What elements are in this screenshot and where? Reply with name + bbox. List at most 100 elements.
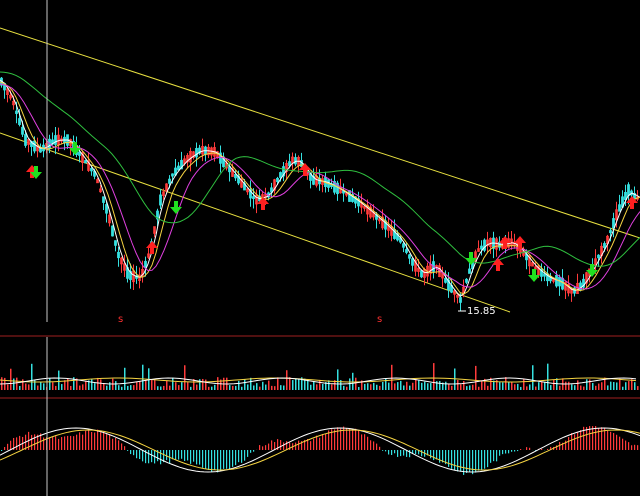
volume-bar (211, 386, 213, 390)
volume-bar (352, 372, 354, 390)
volume-panel[interactable] (0, 363, 639, 390)
indicator-panel[interactable] (0, 426, 640, 475)
macd-bar (223, 450, 225, 469)
macd-bar (55, 436, 57, 450)
candle-body (192, 151, 195, 158)
volume-bar (508, 381, 510, 390)
volume-bar (127, 385, 129, 390)
candle-body (54, 135, 57, 145)
volume-bar (274, 386, 276, 390)
macd-bar (271, 440, 273, 450)
candle-body (180, 159, 183, 170)
candle-body (444, 278, 447, 283)
volume-bar (73, 377, 75, 390)
volume-bar (448, 384, 450, 390)
macd-bar (226, 450, 228, 469)
candle-body (168, 178, 171, 184)
volume-bar (586, 379, 588, 390)
volume-bar (271, 385, 273, 390)
volume-bar (268, 380, 270, 390)
volume-bar (256, 383, 258, 390)
volume-bar (118, 385, 120, 390)
volume-bar (7, 384, 9, 390)
candle-body (528, 255, 531, 267)
volume-bar (610, 381, 612, 390)
macd-bar (58, 438, 60, 450)
volume-bar (550, 385, 552, 390)
macd-bar (325, 433, 327, 450)
macd-bar (415, 450, 417, 455)
macd-bar (496, 450, 498, 462)
macd-bar (106, 434, 108, 450)
macd-bar (319, 437, 321, 450)
candle-body (537, 265, 540, 276)
volume-bar (151, 379, 153, 390)
candle-body (351, 194, 354, 202)
volume-bar (394, 383, 396, 390)
macd-bar (163, 450, 165, 463)
candle-body (582, 278, 585, 288)
candle-body (240, 178, 243, 188)
macd-bar (298, 440, 300, 450)
candle-body (441, 273, 444, 279)
macd-bar (175, 450, 177, 461)
macd-bar (595, 426, 597, 450)
volume-bar (265, 384, 267, 390)
macd-bar (61, 437, 63, 450)
macd-bar (430, 450, 432, 459)
volume-bar (103, 383, 105, 390)
volume-bar (334, 380, 336, 390)
macd-bar (535, 450, 537, 451)
volume-bar (136, 381, 138, 390)
volume-bar (16, 377, 18, 390)
candle-body (18, 118, 21, 125)
macd-bar (244, 450, 246, 461)
candle-body (78, 151, 81, 156)
macd-bar (601, 427, 603, 450)
volume-ma-short-line (0, 377, 637, 385)
candle-body (195, 148, 198, 158)
candle-body (453, 290, 456, 295)
volume-bar (406, 381, 408, 390)
volume-bars (0, 363, 639, 390)
macd-bar (313, 438, 315, 450)
macd-bar (151, 450, 153, 463)
volume-bar (19, 385, 21, 390)
macd-dea-line (0, 429, 640, 471)
volume-bar (130, 385, 132, 390)
volume-bar (556, 378, 558, 390)
macd-bar (610, 431, 612, 450)
macd-bar (178, 450, 180, 460)
volume-bar (427, 383, 429, 390)
volume-bar (478, 386, 480, 390)
macd-bar (340, 428, 342, 450)
candle-body (579, 282, 582, 291)
volume-bar (547, 363, 549, 390)
candle-body (294, 157, 297, 165)
candle-body (456, 294, 459, 298)
volume-bar (37, 385, 39, 390)
macd-bar (376, 443, 378, 450)
up-arrow-icon (499, 236, 511, 249)
macd-bar (475, 450, 477, 473)
volume-bar (505, 377, 507, 390)
candle-body (477, 248, 480, 252)
macd-bar (136, 450, 138, 459)
macd-bar (457, 450, 459, 472)
macd-bar (157, 450, 159, 462)
macd-bar (466, 450, 468, 473)
macd-bar (94, 432, 96, 450)
macd-bar (502, 450, 504, 455)
macd-bar (172, 450, 174, 460)
volume-bar (172, 377, 174, 390)
trendline-upper (0, 27, 640, 239)
candle-body (234, 174, 237, 179)
volume-bar (160, 386, 162, 390)
macd-bar (64, 436, 66, 450)
volume-bar (262, 381, 264, 390)
candle-body (624, 192, 627, 200)
candle-body (333, 180, 336, 193)
candle-body (564, 281, 567, 291)
price-panel[interactable]: s s 15.85 (0, 27, 640, 325)
